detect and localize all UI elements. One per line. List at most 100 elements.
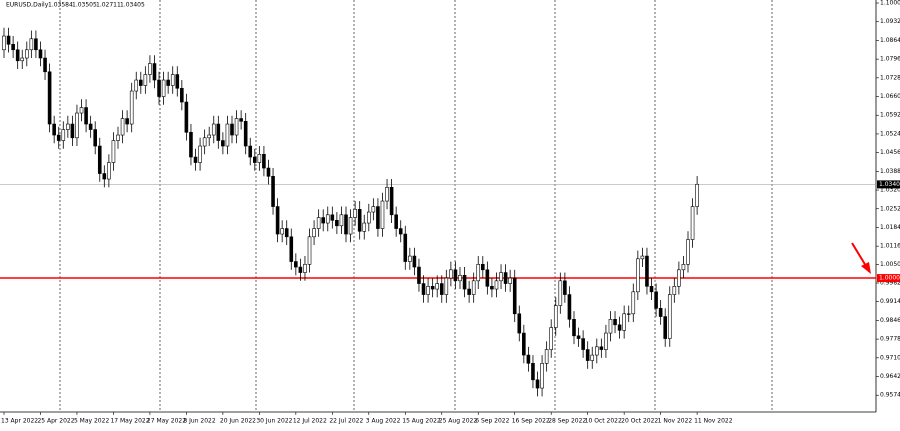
candle-body (61, 129, 66, 141)
candle-body (617, 324, 622, 331)
candle-body (56, 134, 61, 141)
candle-body (253, 156, 257, 163)
candle-body (581, 338, 585, 350)
candle-body (576, 335, 581, 339)
candle-body (84, 107, 88, 125)
candle-body (522, 332, 526, 356)
candle-body (449, 269, 453, 279)
header-value: 1.03584 (48, 2, 73, 9)
candle-body (262, 153, 266, 169)
candle-body (15, 49, 20, 62)
candle-body (512, 277, 517, 315)
candle-body (38, 49, 43, 59)
y-tick-label: 0.95740 (880, 392, 900, 399)
candle-body (599, 346, 604, 350)
candle-body (335, 220, 339, 227)
candle-body (613, 319, 617, 326)
candle-body (462, 275, 467, 290)
chart-title: EURUSD,Daily (6, 2, 49, 9)
candle-body (348, 217, 353, 235)
x-tick-label: 25 Apr 2022 (37, 418, 74, 425)
candle-body (553, 305, 558, 328)
candle-body (152, 63, 157, 81)
candle-body (43, 57, 47, 73)
candle-body (271, 175, 275, 207)
candle-body (166, 79, 170, 86)
y-tick-label: 1.05920 (880, 112, 900, 119)
candle-body (11, 43, 15, 51)
candle-body (66, 123, 70, 130)
candle-body (294, 261, 298, 268)
candle-body (325, 214, 330, 224)
arrow-head (861, 262, 871, 274)
header-value: 1.02711 (96, 2, 121, 9)
candle-body (234, 118, 239, 136)
y-tick-label: 1.03880 (880, 168, 900, 175)
candle-body (526, 354, 531, 364)
candle-body (439, 283, 444, 295)
y-tick-label: 1.08640 (880, 37, 900, 44)
candle-body (494, 280, 499, 290)
candle-body (139, 79, 143, 86)
candle-body (677, 269, 681, 287)
y-tick-label: 1.03200 (880, 187, 900, 194)
candle-body (257, 153, 262, 163)
x-tick-label: 1 Nov 2022 (658, 418, 693, 425)
candle-body (230, 123, 234, 136)
x-tick-label: 16 Sep 2022 (512, 418, 550, 425)
candle-body (480, 264, 485, 271)
candle-body (170, 74, 175, 86)
candle-body (558, 280, 563, 306)
candle-body (389, 186, 394, 216)
candle-body (266, 167, 271, 177)
candle-body (120, 118, 125, 136)
candle-body (148, 63, 152, 75)
candle-body (435, 283, 440, 290)
candle-body (29, 38, 34, 51)
candle-body (24, 49, 29, 59)
candle-body (663, 316, 668, 339)
candle-body (207, 134, 211, 139)
candle-body (398, 228, 403, 235)
x-tick-label: 11 Nov 2022 (694, 418, 733, 425)
candle-body (540, 363, 544, 389)
candle-body (622, 313, 626, 331)
candle-body (376, 206, 380, 229)
y-tick-label: 1.07280 (880, 74, 900, 81)
candle-body (225, 123, 230, 147)
candle-body (157, 79, 161, 97)
candle-body (88, 123, 93, 130)
candle-body (385, 186, 389, 202)
candle-body (508, 277, 512, 284)
candle-body (686, 239, 690, 265)
y-tick-label: 1.06600 (880, 93, 900, 100)
candle-body (284, 228, 289, 238)
candle-body (408, 255, 412, 262)
candle-body (298, 266, 303, 273)
y-tick-label: 1.01840 (880, 224, 900, 231)
candle-body (129, 90, 134, 125)
x-tick-label: 3 Aug 2022 (366, 418, 401, 425)
header-value: 1.03505 (72, 2, 97, 9)
candle-body (695, 183, 699, 207)
candle-body (20, 57, 25, 62)
x-tick-label: 30 Jun 2022 (256, 418, 292, 425)
candle-body (585, 349, 590, 361)
candle-body (672, 286, 677, 295)
candle-body (594, 346, 599, 356)
candle-body (453, 269, 458, 282)
candle-body (102, 173, 107, 180)
candle-body (690, 206, 695, 240)
candle-body (243, 120, 248, 147)
candle-body (75, 112, 79, 139)
candle-body (471, 280, 476, 295)
candle-body (654, 291, 658, 309)
y-tick-label: 1.10000 (880, 0, 900, 7)
x-tick-label: 20 Oct 2022 (621, 418, 658, 425)
candle-body (444, 277, 449, 295)
